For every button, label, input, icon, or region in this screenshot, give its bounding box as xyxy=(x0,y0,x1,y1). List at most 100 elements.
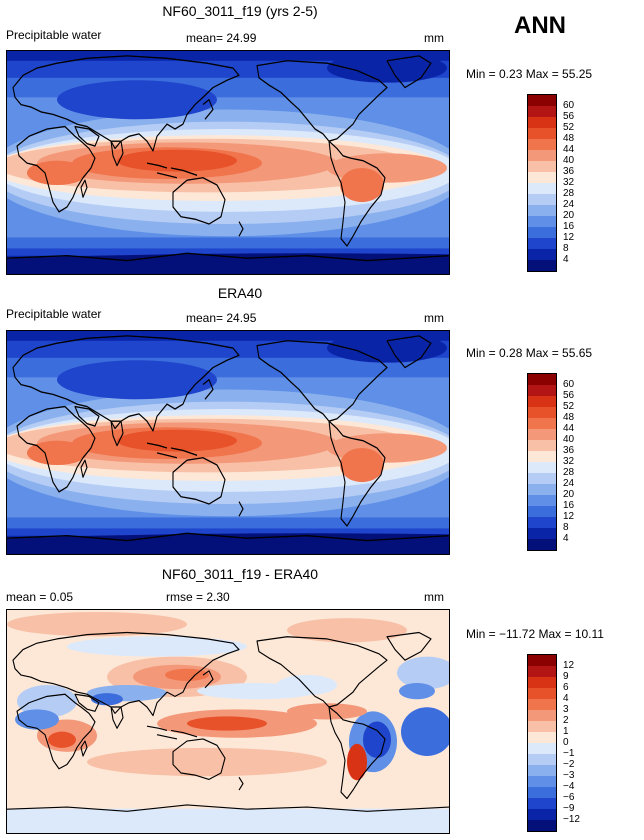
panel3-map xyxy=(6,609,450,834)
colorbar-tick-label: 40 xyxy=(563,155,575,166)
panel2-title: ERA40 xyxy=(217,285,263,301)
colorbar-tick-label: 56 xyxy=(563,390,575,401)
panel1-colorbar xyxy=(527,94,557,272)
colorbar-tick-label: 48 xyxy=(563,412,575,423)
colorbar-tick-label: 9 xyxy=(563,671,569,682)
colorbar-swatch xyxy=(528,820,556,831)
colorbar-swatch xyxy=(528,721,556,732)
colorbar-swatch xyxy=(528,473,556,484)
colorbar-swatch xyxy=(528,150,556,161)
colorbar-swatch xyxy=(528,194,556,205)
colorbar-swatch xyxy=(528,754,556,765)
panel2-variable-label: Precipitable water xyxy=(6,307,102,321)
colorbar-swatch xyxy=(528,95,556,106)
colorbar-tick-label: 1 xyxy=(563,726,569,737)
colorbar-tick-label: −12 xyxy=(563,814,580,825)
colorbar-tick-label: 32 xyxy=(563,177,575,188)
colorbar-tick-label: 36 xyxy=(563,166,575,177)
colorbar-swatch xyxy=(528,418,556,429)
colorbar-swatch xyxy=(528,517,556,528)
panel3-colorbar xyxy=(527,654,557,832)
colorbar-swatch xyxy=(528,205,556,216)
colorbar-tick-label: 12 xyxy=(563,660,575,671)
colorbar-swatch xyxy=(528,743,556,754)
colorbar-swatch xyxy=(528,776,556,787)
colorbar-tick-label: 4 xyxy=(563,533,569,544)
colorbar-swatch xyxy=(528,710,556,721)
colorbar-tick-label: 36 xyxy=(563,445,575,456)
panel1-min-max: Min = 0.23 Max = 55.25 xyxy=(466,67,593,81)
colorbar-swatch xyxy=(528,699,556,710)
colorbar-tick-label: 40 xyxy=(563,434,575,445)
colorbar-swatch xyxy=(528,429,556,440)
colorbar-tick-label: 4 xyxy=(563,693,569,704)
colorbar-tick-label: 52 xyxy=(563,401,575,412)
colorbar-tick-label: 44 xyxy=(563,423,575,434)
colorbar-swatch xyxy=(528,440,556,451)
colorbar-swatch xyxy=(528,677,556,688)
colorbar-tick-label: 16 xyxy=(563,500,575,511)
colorbar-tick-label: 0 xyxy=(563,737,569,748)
colorbar-tick-label: 44 xyxy=(563,144,575,155)
panel3-rmse-label: rmse = 2.30 xyxy=(166,590,230,604)
panel2-mean-label: mean= 24.95 xyxy=(186,311,257,325)
panel1-variable-label: Precipitable water xyxy=(6,28,102,42)
colorbar-tick-label: 60 xyxy=(563,379,575,390)
colorbar-swatch xyxy=(528,249,556,260)
colorbar-tick-label: 20 xyxy=(563,489,575,500)
colorbar-swatch xyxy=(528,809,556,820)
colorbar-tick-label: 24 xyxy=(563,199,575,210)
colorbar-tick-label: 12 xyxy=(563,511,575,522)
colorbar-swatch xyxy=(528,732,556,743)
colorbar-swatch xyxy=(528,260,556,271)
panel2-units: mm xyxy=(424,311,444,325)
colorbar-tick-label: 52 xyxy=(563,122,575,133)
colorbar-swatch xyxy=(528,688,556,699)
colorbar-swatch xyxy=(528,216,556,227)
colorbar-tick-label: 8 xyxy=(563,522,569,533)
colorbar-tick-label: −6 xyxy=(563,792,575,803)
colorbar-tick-label: 2 xyxy=(563,715,569,726)
panel2-colorbar xyxy=(527,373,557,551)
colorbar-tick-label: 6 xyxy=(563,682,569,693)
colorbar-swatch xyxy=(528,183,556,194)
colorbar-tick-label: 24 xyxy=(563,478,575,489)
colorbar-swatch xyxy=(528,484,556,495)
colorbar-tick-label: −3 xyxy=(563,770,575,781)
panel3-units: mm xyxy=(424,590,444,604)
colorbar-swatch xyxy=(528,172,556,183)
colorbar-swatch xyxy=(528,139,556,150)
colorbar-swatch xyxy=(528,227,556,238)
colorbar-tick-label: −4 xyxy=(563,781,575,792)
colorbar-tick-label: 32 xyxy=(563,456,575,467)
colorbar-tick-label: 20 xyxy=(563,210,575,221)
colorbar-swatch xyxy=(528,374,556,385)
colorbar-tick-label: 3 xyxy=(563,704,569,715)
panel1-map xyxy=(6,50,450,275)
panel3-min-max: Min = −11.72 Max = 10.11 xyxy=(466,627,604,641)
colorbar-swatch xyxy=(528,495,556,506)
colorbar-swatch xyxy=(528,666,556,677)
panel1-mean-label: mean= 24.99 xyxy=(186,31,257,45)
colorbar-tick-label: 28 xyxy=(563,467,575,478)
colorbar-swatch xyxy=(528,407,556,418)
colorbar-swatch xyxy=(528,385,556,396)
colorbar-swatch xyxy=(528,451,556,462)
panel3-mean-label: mean = 0.05 xyxy=(6,590,74,604)
panel2-map xyxy=(6,330,450,555)
colorbar-tick-label: −1 xyxy=(563,748,575,759)
colorbar-swatch xyxy=(528,539,556,550)
colorbar-tick-label: 4 xyxy=(563,254,569,265)
colorbar-swatch xyxy=(528,765,556,776)
colorbar-swatch xyxy=(528,128,556,139)
colorbar-swatch xyxy=(528,106,556,117)
colorbar-tick-label: −2 xyxy=(563,759,575,770)
colorbar-swatch xyxy=(528,787,556,798)
colorbar-swatch xyxy=(528,655,556,666)
colorbar-swatch xyxy=(528,238,556,249)
colorbar-tick-label: −9 xyxy=(563,803,575,814)
colorbar-tick-label: 8 xyxy=(563,243,569,254)
colorbar-swatch xyxy=(528,161,556,172)
colorbar-swatch xyxy=(528,396,556,407)
colorbar-tick-label: 16 xyxy=(563,221,575,232)
